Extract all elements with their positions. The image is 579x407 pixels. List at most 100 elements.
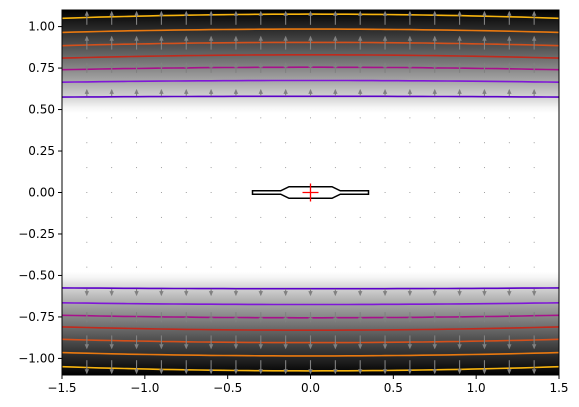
quiver-arrow [235,117,237,119]
quiver-arrow [482,288,487,297]
quiver-arrow [160,216,162,218]
quiver-arrow [482,10,487,25]
quiver-arrow [283,88,288,97]
quiver-arrow [508,241,510,243]
quiver-arrow [382,10,388,25]
quiver-arrow [507,88,512,97]
quiver-arrow [407,10,413,25]
quiver-arrow [508,266,510,268]
contour-line-upper-4 [62,54,559,59]
quiver-arrow [235,266,237,268]
quiver-arrow [111,216,113,218]
quiver-arrow [482,88,487,97]
quiver-arrow [210,266,212,268]
quiver-arrow [482,335,487,350]
quiver-arrow [233,62,239,73]
quiver-arrow [432,335,437,350]
quiver-arrow [358,312,363,323]
quiver-arrow [533,216,535,218]
y-tick-label: 0.00 [28,186,55,200]
quiver-arrow [358,62,363,73]
quiver-arrow [86,241,88,243]
quiver-arrow [136,167,138,169]
x-tick-label: 1.5 [549,381,568,395]
quiver-arrow [86,216,88,218]
quiver-arrow [358,88,363,97]
quiver-arrow [533,241,535,243]
quiver-arrow [459,117,461,119]
quiver-arrow [482,312,487,323]
quiver-arrow [407,312,413,323]
quiver-arrow [310,216,311,218]
quiver-arrow [84,10,90,25]
quiver-arrow [283,360,288,375]
quiver-arrow [310,167,311,169]
quiver-arrow [285,167,287,169]
quiver-arrow [109,10,114,25]
quiver-arrow [384,142,386,144]
quiver-arrow [86,192,88,193]
quiver-arrow [382,335,388,350]
quiver-arrow [384,117,386,119]
quiver-arrow [507,312,512,323]
quiver-arrow [258,335,263,350]
quiver-arrow [483,266,485,268]
quiver-arrow [459,266,461,268]
quiver-arrow [208,88,214,97]
quiver-arrow [84,288,90,297]
y-axis: −1.00 −0.75 −0.50 −0.25 0.00 0.25 0.50 0.75 1.00 [18,20,62,365]
quiver-arrow [208,335,214,350]
quiver-arrow [285,117,287,119]
quiver-arrow [382,360,388,375]
quiver-arrow [434,266,436,268]
quiver-arrow [359,142,361,144]
quiver-arrow [184,288,189,297]
quiver-arrow [184,335,189,350]
quiver-arrow [160,167,162,169]
quiver-arrow [432,35,437,50]
quiver-arrow [136,192,138,193]
quiver-arrow [185,192,187,193]
quiver-arrow [533,192,535,193]
quiver-arrow [459,192,461,193]
quiver-arrow [184,35,189,50]
quiver-arrow [136,142,138,144]
quiver-arrow [434,142,436,144]
quiver-arrow [382,312,388,323]
quiver-arrow [184,10,189,25]
quiver-arrow [86,117,88,119]
quiver-arrow [260,241,262,243]
quiver-arrow [134,312,139,323]
quiver-arrow [359,266,361,268]
quiver-arrow [384,266,386,268]
quiver-arrow [507,360,512,375]
quiver-arrow [432,312,437,323]
quiver-arrow [334,142,336,144]
quiver-arrow [457,312,462,323]
quiver-arrow [111,241,113,243]
quiver-arrow [483,216,485,218]
quiver-arrow [86,142,88,144]
x-tick-label: −0.5 [213,381,242,395]
quiver-arrow [531,360,537,375]
quiver-arrow [260,117,262,119]
quiver-arrow [434,216,436,218]
quiver-arrow [185,216,187,218]
quiver-arrow [134,62,139,73]
quiver-arrow [459,216,461,218]
quiver-arrow [432,360,437,375]
quiver-arrow [84,62,90,73]
quiver-arrow [308,360,313,375]
quiver-arrow [482,360,487,375]
quiver-arrow [233,35,239,50]
quiver-arrow [233,10,239,25]
quiver-arrow [333,10,338,25]
quiver-arrow [258,360,263,375]
quiver-arrow [384,241,386,243]
quiver-arrow [285,266,287,268]
quiver-arrow [208,312,214,323]
quiver-arrow [310,266,311,268]
quiver-arrow [334,241,336,243]
quiver-arrow [310,142,311,144]
